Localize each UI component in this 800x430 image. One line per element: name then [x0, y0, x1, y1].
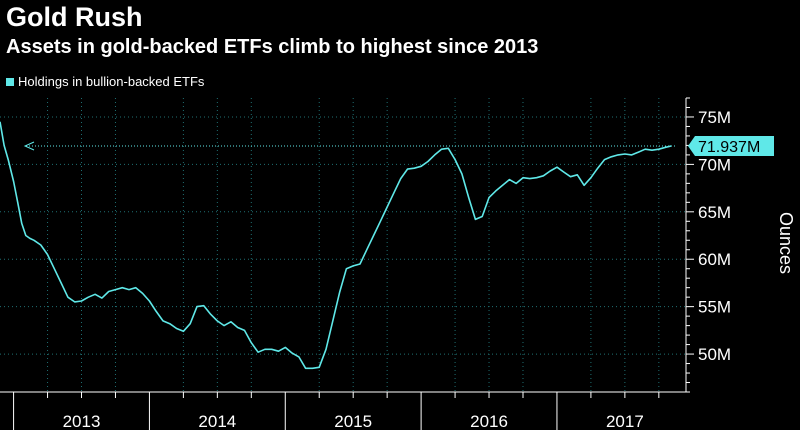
last-value-tag — [688, 136, 774, 157]
y-tick-label: 70M — [698, 155, 731, 174]
y-tick-label: 55M — [698, 298, 731, 317]
x-tick-label: 2014 — [198, 412, 236, 430]
legend-label: Holdings in bullion-backed ETFs — [18, 74, 205, 89]
legend: Holdings in bullion-backed ETFs — [6, 74, 204, 89]
chart-title: Gold Rush — [6, 2, 143, 32]
reference-arrow-icon — [23, 141, 35, 151]
y-tick-label: 65M — [698, 203, 731, 222]
y-tick-label: 60M — [698, 250, 731, 269]
x-tick-label: 2015 — [334, 412, 372, 430]
chart-subtitle: Assets in gold-backed ETFs climb to high… — [6, 36, 539, 58]
y-tick-label: 50M — [698, 345, 731, 364]
series-line-holdings — [0, 121, 672, 370]
x-tick-label: 2013 — [63, 412, 101, 430]
legend-swatch — [6, 77, 14, 86]
x-tick-label: 2017 — [606, 412, 644, 430]
x-tick-label: 2016 — [470, 412, 508, 430]
last-value-label: 71.937M — [698, 139, 760, 156]
y-axis-label: Ounces — [776, 212, 796, 274]
y-tick-label: 75M — [698, 108, 731, 127]
